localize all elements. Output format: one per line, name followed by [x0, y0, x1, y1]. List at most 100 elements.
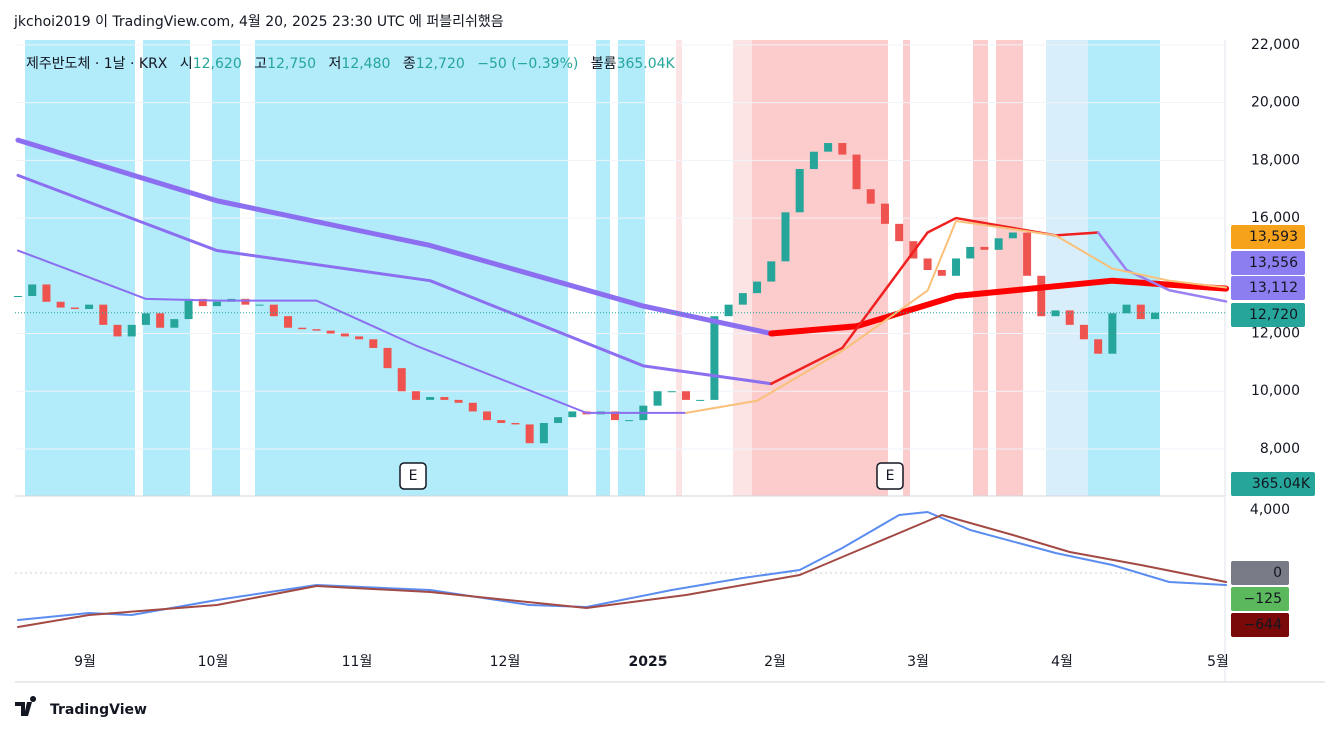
candle [284, 316, 293, 328]
candle [1065, 310, 1074, 325]
zone [596, 40, 610, 496]
y-tick-label: 22,000 [1251, 37, 1300, 53]
zone [255, 40, 568, 496]
y-tick-label: 4,000 [1250, 502, 1290, 518]
x-tick-label: 12월 [490, 654, 521, 670]
candle [1108, 313, 1117, 354]
candle [312, 329, 321, 331]
candle [1094, 339, 1103, 354]
x-tick-label: 2025 [629, 654, 668, 670]
h: 12,750 [267, 56, 316, 72]
candle [411, 391, 420, 400]
candle [994, 238, 1003, 250]
ma-line [1096, 231, 1228, 303]
c-label: 종 [403, 56, 416, 72]
candle [198, 298, 207, 307]
candle [397, 368, 406, 392]
candle [696, 399, 705, 401]
candle [511, 422, 520, 425]
macd-badge-label: 0 [1273, 565, 1282, 581]
candle [937, 270, 946, 276]
h-label: 고 [254, 56, 267, 72]
candle [298, 327, 307, 330]
price-badge [1231, 251, 1305, 275]
candle [781, 212, 790, 262]
candle [326, 330, 335, 334]
candle [42, 284, 51, 302]
macd-badge-label: −644 [1244, 617, 1283, 633]
price-badge [1231, 303, 1305, 327]
candle [184, 298, 193, 320]
candle [1023, 232, 1032, 276]
candle [525, 424, 534, 444]
zone [973, 40, 988, 496]
candle [497, 420, 506, 423]
zone [618, 40, 645, 496]
ma-line [770, 216, 1100, 385]
candle [1051, 310, 1060, 317]
candle [454, 399, 463, 403]
zone [212, 40, 240, 496]
event-badge [399, 462, 427, 490]
zone [143, 40, 190, 496]
ma-line [16, 173, 773, 386]
candle [895, 223, 904, 242]
zone [25, 40, 135, 496]
x-tick-label: 3월 [907, 654, 929, 670]
ma-line [17, 511, 1228, 622]
candle [156, 313, 165, 328]
l: 12,480 [341, 56, 390, 72]
candle [127, 324, 136, 337]
brand: TradingView [50, 702, 147, 718]
macd-badge-label: −125 [1244, 591, 1282, 607]
candle [99, 304, 108, 325]
candle [28, 284, 37, 296]
candle [426, 397, 435, 400]
volume-badge-label: 365.04K [1252, 476, 1311, 492]
price-badge-label: 13,112 [1249, 280, 1298, 296]
candle [625, 420, 634, 422]
x-tick-label: 9월 [74, 654, 96, 670]
candle [866, 189, 875, 204]
price-badge [1231, 225, 1305, 249]
ma-line [17, 513, 1228, 629]
logo [15, 696, 37, 716]
candle [440, 397, 449, 400]
vol: 365.04K [617, 56, 676, 72]
candle [980, 246, 989, 250]
candle [241, 298, 250, 305]
ma-line [684, 219, 1228, 414]
candle [113, 324, 122, 337]
candle [795, 169, 804, 213]
candle [681, 391, 690, 400]
candle [838, 143, 847, 155]
candle [1008, 232, 1017, 239]
ma-line [15, 137, 774, 337]
macd-badge [1231, 587, 1289, 611]
candle [355, 336, 364, 340]
candle [369, 339, 378, 348]
ma-line [768, 277, 1230, 337]
candle [255, 304, 264, 306]
x-tick-label: 4월 [1051, 654, 1073, 670]
ma-line [17, 249, 687, 414]
candle [383, 347, 392, 369]
y-tick-label: 18,000 [1251, 152, 1300, 168]
x-tick-label: 10월 [198, 654, 229, 670]
candle [767, 261, 776, 282]
candle [483, 411, 492, 421]
candle [1151, 312, 1159, 320]
candle [539, 422, 548, 444]
candle [269, 304, 278, 317]
zone [676, 40, 682, 496]
zone [996, 40, 1023, 496]
candle [212, 301, 221, 307]
candle [966, 246, 975, 259]
candle [554, 417, 563, 423]
zone [1046, 40, 1088, 496]
candle [952, 258, 961, 276]
zone [733, 40, 752, 496]
candle [85, 304, 94, 309]
candle [667, 391, 676, 393]
